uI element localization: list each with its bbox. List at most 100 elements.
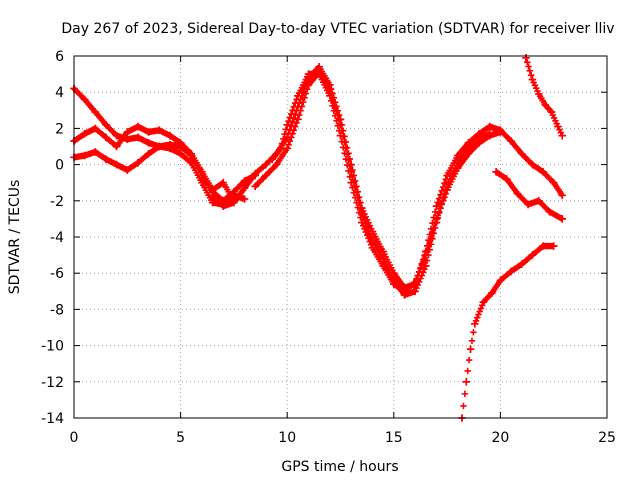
- plus-marker: [411, 279, 419, 286]
- series-sat-track-9: [522, 54, 567, 140]
- plus-marker: [343, 161, 351, 169]
- grid: [74, 56, 607, 418]
- plus-marker: [425, 242, 432, 250]
- plus-marker: [334, 122, 342, 129]
- plus-marker: [423, 247, 431, 254]
- plus-marker: [559, 192, 566, 199]
- plus-marker: [284, 145, 291, 152]
- plus-marker: [429, 229, 436, 236]
- plus-marker: [427, 233, 435, 241]
- plus-marker: [526, 67, 534, 75]
- x-tick-label: 10: [278, 430, 296, 446]
- plus-marker: [524, 58, 531, 66]
- plus-marker: [361, 225, 368, 233]
- plus-marker: [411, 288, 419, 295]
- plus-marker: [418, 262, 425, 269]
- plus-marker: [442, 190, 449, 197]
- data-series: [70, 54, 567, 422]
- x-axis-label: GPS time / hours: [281, 459, 398, 475]
- plus-marker: [299, 98, 307, 106]
- series-sat-track-3: [70, 122, 238, 205]
- plus-marker: [465, 356, 473, 364]
- y-tick-label: -4: [50, 230, 64, 246]
- plus-marker: [478, 302, 486, 309]
- plus-marker: [358, 219, 366, 226]
- plus-marker: [433, 203, 440, 210]
- plus-marker: [329, 102, 336, 109]
- plus-marker: [413, 284, 420, 292]
- plus-marker: [345, 167, 352, 175]
- plus-marker: [460, 402, 467, 410]
- x-tick-label: 20: [491, 430, 509, 446]
- plus-marker: [559, 215, 566, 223]
- y-tick-label: -12: [41, 375, 64, 391]
- plus-marker: [415, 268, 423, 276]
- plus-marker: [287, 134, 295, 141]
- plus-marker: [294, 116, 302, 123]
- plus-marker: [434, 199, 441, 206]
- plus-marker: [291, 123, 299, 130]
- plus-marker: [285, 141, 292, 148]
- plus-marker: [430, 224, 437, 232]
- plus-marker: [527, 71, 535, 79]
- plus-marker: [357, 214, 364, 221]
- plus-marker: [475, 311, 482, 318]
- plus-marker: [413, 275, 420, 283]
- series-sat-track-6: [268, 70, 505, 296]
- plus-marker: [362, 228, 370, 236]
- plus-marker: [353, 199, 360, 206]
- plus-marker: [433, 215, 440, 223]
- plus-marker: [464, 367, 471, 375]
- plus-marker: [351, 194, 359, 201]
- plus-marker: [430, 230, 437, 237]
- plus-marker: [286, 114, 294, 121]
- x-tick-label: 25: [598, 430, 616, 446]
- tick-labels: 0 5 10 15 20 25 -14 -12 -10 -8 -6 -4 -2 0 2 4 6: [41, 49, 616, 446]
- plus-marker: [354, 188, 362, 195]
- plus-marker: [289, 118, 296, 126]
- plus-marker: [471, 320, 479, 328]
- plus-marker: [355, 209, 363, 216]
- plus-marker: [289, 107, 296, 114]
- plus-marker: [417, 265, 424, 272]
- plus-marker: [468, 337, 476, 344]
- plus-marker: [363, 231, 371, 239]
- plus-marker: [293, 119, 300, 127]
- plus-marker: [330, 107, 338, 114]
- plus-marker: [326, 92, 334, 100]
- plus-marker: [414, 272, 421, 279]
- x-tick-label: 0: [70, 430, 79, 446]
- plus-marker: [342, 155, 350, 163]
- plus-marker: [280, 135, 287, 143]
- plus-marker: [426, 238, 433, 245]
- plus-marker: [298, 103, 306, 110]
- plus-marker: [278, 140, 286, 147]
- plus-marker: [285, 117, 292, 125]
- plus-marker: [439, 197, 447, 204]
- plus-marker: [186, 158, 194, 165]
- plus-marker: [367, 241, 375, 248]
- plus-marker: [303, 86, 311, 93]
- y-axis-label: SDTVAR / TECUs: [7, 180, 23, 295]
- plus-marker: [241, 195, 248, 203]
- plus-marker: [290, 103, 298, 110]
- plus-marker: [346, 173, 354, 181]
- plot-frame: [73, 55, 608, 419]
- plus-marker: [302, 90, 310, 97]
- plus-marker: [437, 204, 444, 212]
- plus-marker: [525, 63, 532, 70]
- plus-marker: [431, 220, 439, 227]
- plus-marker: [434, 212, 441, 219]
- plus-marker: [335, 127, 343, 134]
- chart-title: Day 267 of 2023, Sidereal Day-to-day VTE…: [61, 21, 614, 37]
- y-tick-label: -10: [41, 339, 64, 355]
- plus-marker: [341, 150, 348, 157]
- plus-marker: [438, 201, 445, 208]
- plus-marker: [441, 193, 448, 201]
- plus-marker: [354, 204, 362, 211]
- y-tick-label: 4: [55, 85, 64, 101]
- plus-marker: [284, 121, 291, 128]
- plus-marker: [470, 329, 477, 336]
- plus-marker: [286, 137, 294, 145]
- plus-marker: [353, 183, 360, 190]
